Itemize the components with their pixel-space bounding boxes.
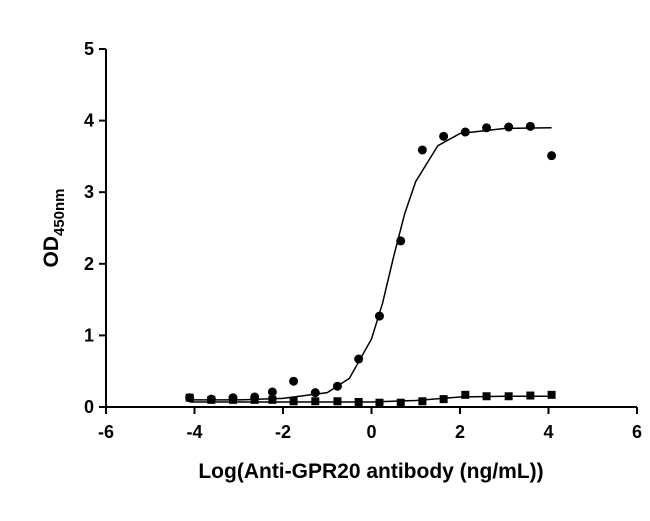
point (289, 376, 299, 386)
point (547, 151, 557, 161)
y-tick-label: 2 (84, 254, 94, 274)
point (525, 121, 535, 131)
point (310, 388, 320, 398)
y-tick-label: 0 (84, 397, 94, 417)
x-tick-label: 4 (543, 422, 553, 442)
x-tick-label: 0 (366, 422, 376, 442)
y-tick-label: 1 (84, 325, 94, 345)
point (461, 390, 470, 399)
point (185, 393, 194, 402)
point (547, 390, 556, 399)
fit-curve (189, 395, 552, 403)
point (268, 395, 277, 404)
x-tick-label: -2 (275, 422, 291, 442)
x-tick-label: -6 (98, 422, 114, 442)
point (418, 397, 427, 406)
y-tick-label: 5 (84, 39, 94, 59)
fit-curve (189, 127, 552, 401)
y-tick-label: 3 (84, 182, 94, 202)
point (267, 387, 277, 397)
point (439, 395, 448, 404)
x-tick-label: 2 (455, 422, 465, 442)
y-axis-title-main: OD (40, 236, 63, 268)
point (439, 131, 449, 141)
x-tick-label: 6 (632, 422, 642, 442)
point (460, 127, 470, 137)
point (396, 398, 405, 407)
point (375, 398, 384, 407)
x-tick-label: -4 (186, 422, 202, 442)
y-tick-label: 4 (84, 111, 94, 131)
y-axis-title: OD450nm (40, 188, 68, 267)
x-axis-title: Log(Anti-GPR20 antibody (ng/mL)) (198, 460, 543, 483)
point (417, 145, 427, 155)
y-axis-title-subscript: 450nm (51, 188, 68, 236)
point (504, 122, 514, 132)
